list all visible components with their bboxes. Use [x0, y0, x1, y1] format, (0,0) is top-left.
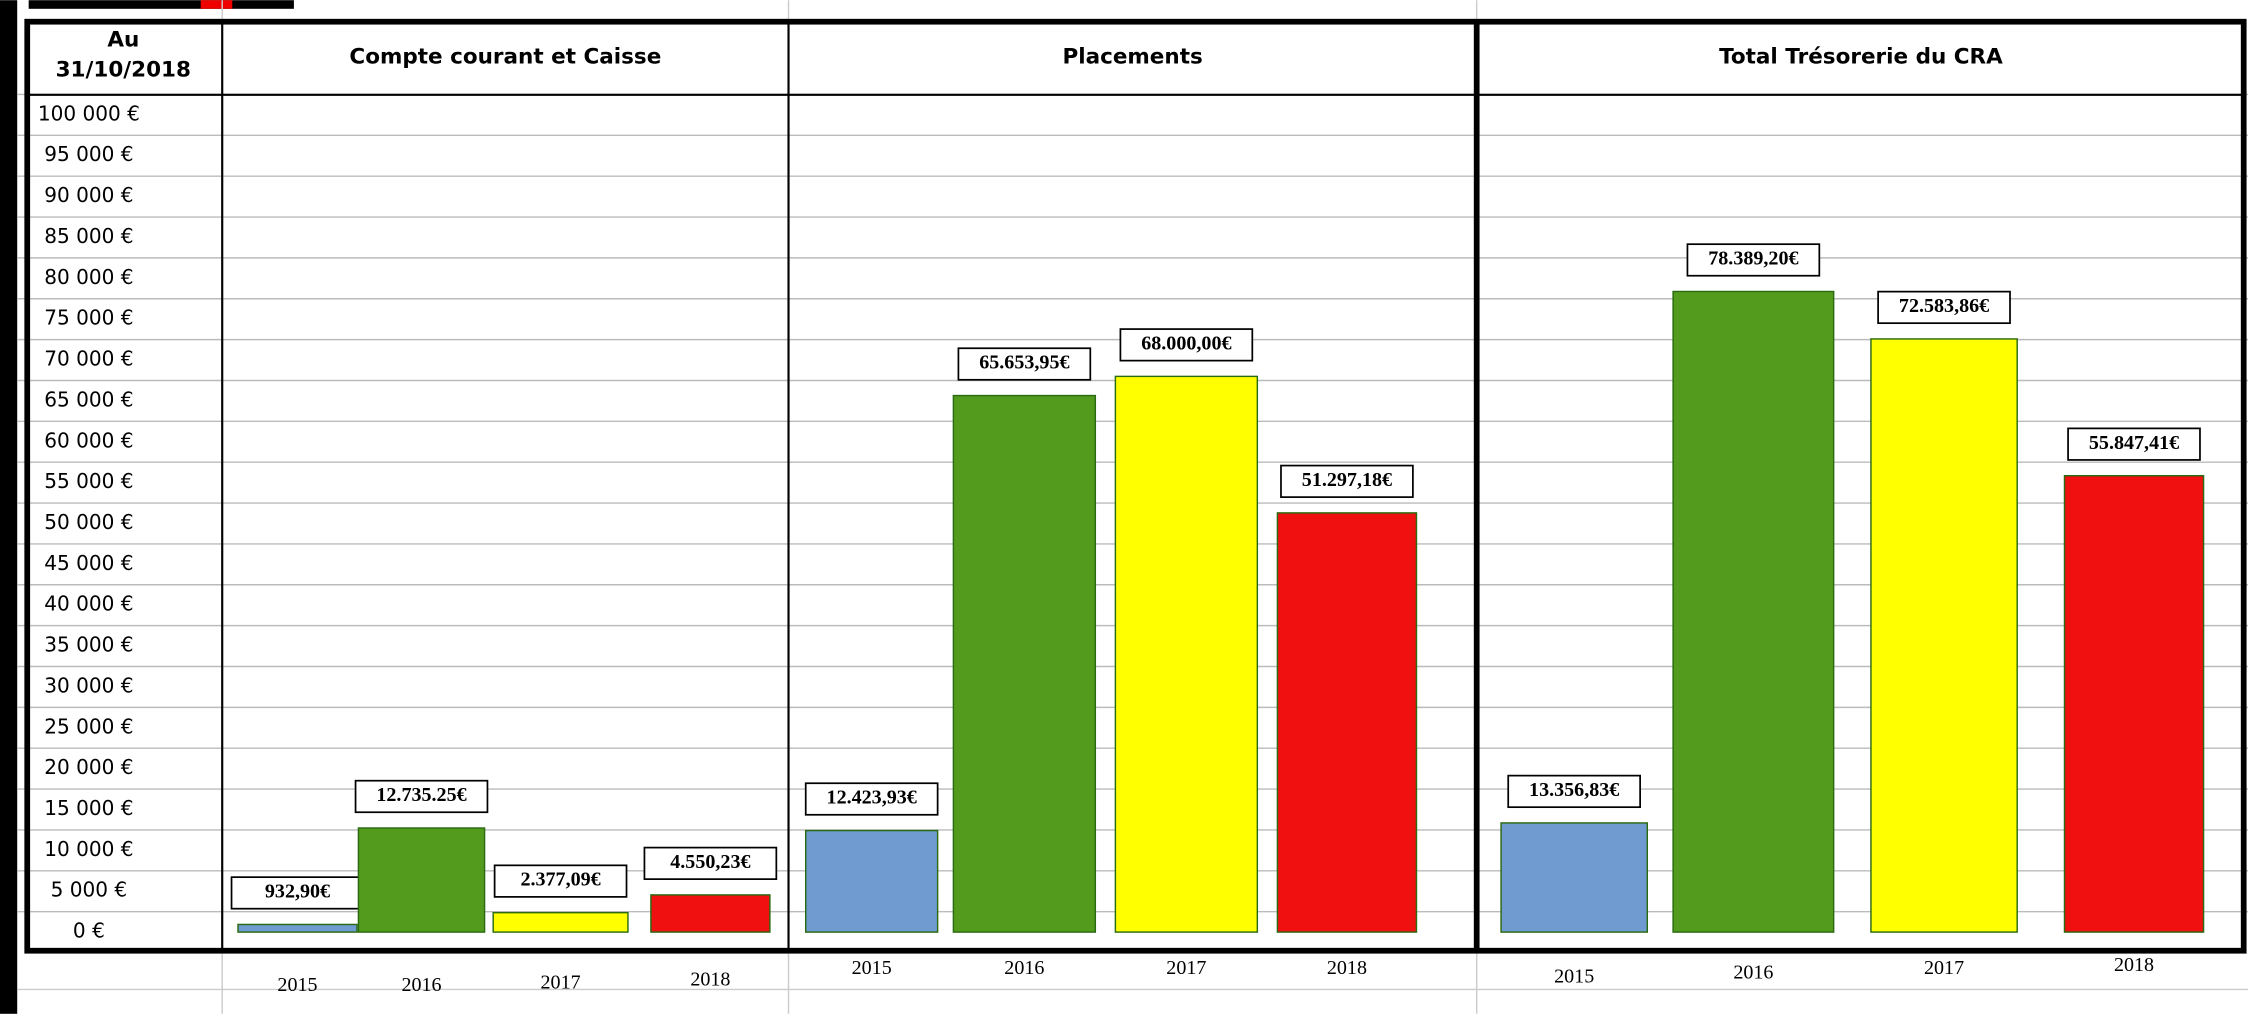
value-label-box [230, 876, 365, 910]
table-frame [24, 18, 2247, 954]
y-tick-label: 10 000 € [44, 837, 133, 861]
value-label: 12.735.25€ [376, 784, 466, 806]
bar [237, 923, 358, 933]
y-tick-label: 40 000 € [44, 592, 133, 616]
y-tick-label: 45 000 € [44, 551, 133, 575]
x-tick-label: 2018 [1327, 957, 1367, 979]
y-tick-label: 50 000 € [44, 510, 133, 534]
x-tick-label: 2018 [2114, 954, 2154, 976]
value-label-box [1119, 328, 1254, 362]
value-label: 4.550,23€ [670, 851, 750, 873]
y-tick-label: 55 000 € [44, 469, 133, 493]
corner-label: Au [107, 27, 139, 52]
value-label-box [804, 782, 939, 816]
value-label: 932,90€ [265, 881, 330, 903]
y-tick-label: 90 000 € [44, 183, 133, 207]
y-tick-label: 95 000 € [44, 142, 133, 166]
x-tick-label: 2015 [1554, 966, 1594, 988]
y-tick-label: 75 000 € [44, 306, 133, 330]
panel-title: Placements [1062, 45, 1202, 70]
value-label: 2.377,09€ [520, 869, 600, 891]
value-label: 12.423,93€ [827, 787, 917, 809]
value-label: 13.356,83€ [1529, 779, 1619, 801]
y-tick-label: 85 000 € [44, 224, 133, 248]
x-tick-label: 2016 [401, 974, 441, 996]
bar [1672, 290, 1835, 933]
value-label: 65.653,95€ [979, 352, 1069, 374]
value-label: 72.583,86€ [1899, 295, 1989, 317]
y-tick-label: 35 000 € [44, 633, 133, 657]
value-label-box [643, 846, 778, 880]
value-label-box [1280, 464, 1414, 498]
x-tick-label: 2017 [1924, 957, 1964, 979]
corner-label: 31/10/2018 [56, 57, 191, 82]
y-tick-label: 65 000 € [44, 387, 133, 411]
bar [1276, 512, 1418, 933]
value-label-box [493, 864, 628, 898]
y-tick-label: 5 000 € [51, 878, 128, 902]
value-label-box [1507, 774, 1641, 809]
bar [2063, 474, 2205, 933]
bar [805, 829, 939, 933]
bar [357, 827, 486, 933]
x-tick-label: 2017 [541, 971, 581, 993]
bar [1870, 338, 2018, 933]
panel-title: Total Trésorerie du CRA [1719, 45, 2003, 70]
value-label-box [1686, 243, 1821, 277]
bar [1500, 822, 1649, 933]
x-tick-label: 2017 [1166, 957, 1206, 979]
y-tick-label: 15 000 € [44, 796, 133, 820]
y-tick-label: 30 000 € [44, 673, 133, 697]
x-tick-label: 2015 [852, 957, 892, 979]
bar [492, 911, 629, 933]
x-tick-label: 2015 [277, 974, 317, 996]
bar [952, 394, 1097, 933]
y-tick-label: 25 000 € [44, 714, 133, 738]
x-tick-label: 2018 [690, 968, 730, 990]
y-tick-label: 70 000 € [44, 347, 133, 371]
panel-title: Compte courant et Caisse [349, 45, 661, 70]
left-edge [0, 0, 18, 1014]
value-label: 55.847,41€ [2089, 432, 2179, 454]
x-tick-label: 2016 [1004, 957, 1044, 979]
value-label: 78.389,20€ [1708, 248, 1798, 270]
y-tick-label: 20 000 € [44, 755, 133, 779]
value-label: 68.000,00€ [1141, 332, 1231, 354]
y-tick-label: 60 000 € [44, 428, 133, 452]
x-tick-label: 2016 [1733, 961, 1773, 983]
bar [1114, 375, 1259, 933]
y-tick-label: 0 € [73, 919, 105, 943]
value-label-box [354, 779, 489, 814]
y-tick-label: 100 000 € [38, 101, 140, 125]
bar [650, 894, 771, 933]
value-label-box [1877, 290, 2011, 325]
value-label: 51.297,18€ [1302, 469, 1392, 491]
value-label-box [2067, 427, 2201, 461]
y-tick-label: 80 000 € [44, 265, 133, 289]
top-cell [28, 0, 294, 9]
value-label-box [957, 347, 1092, 381]
top-cell-marker [200, 0, 233, 9]
